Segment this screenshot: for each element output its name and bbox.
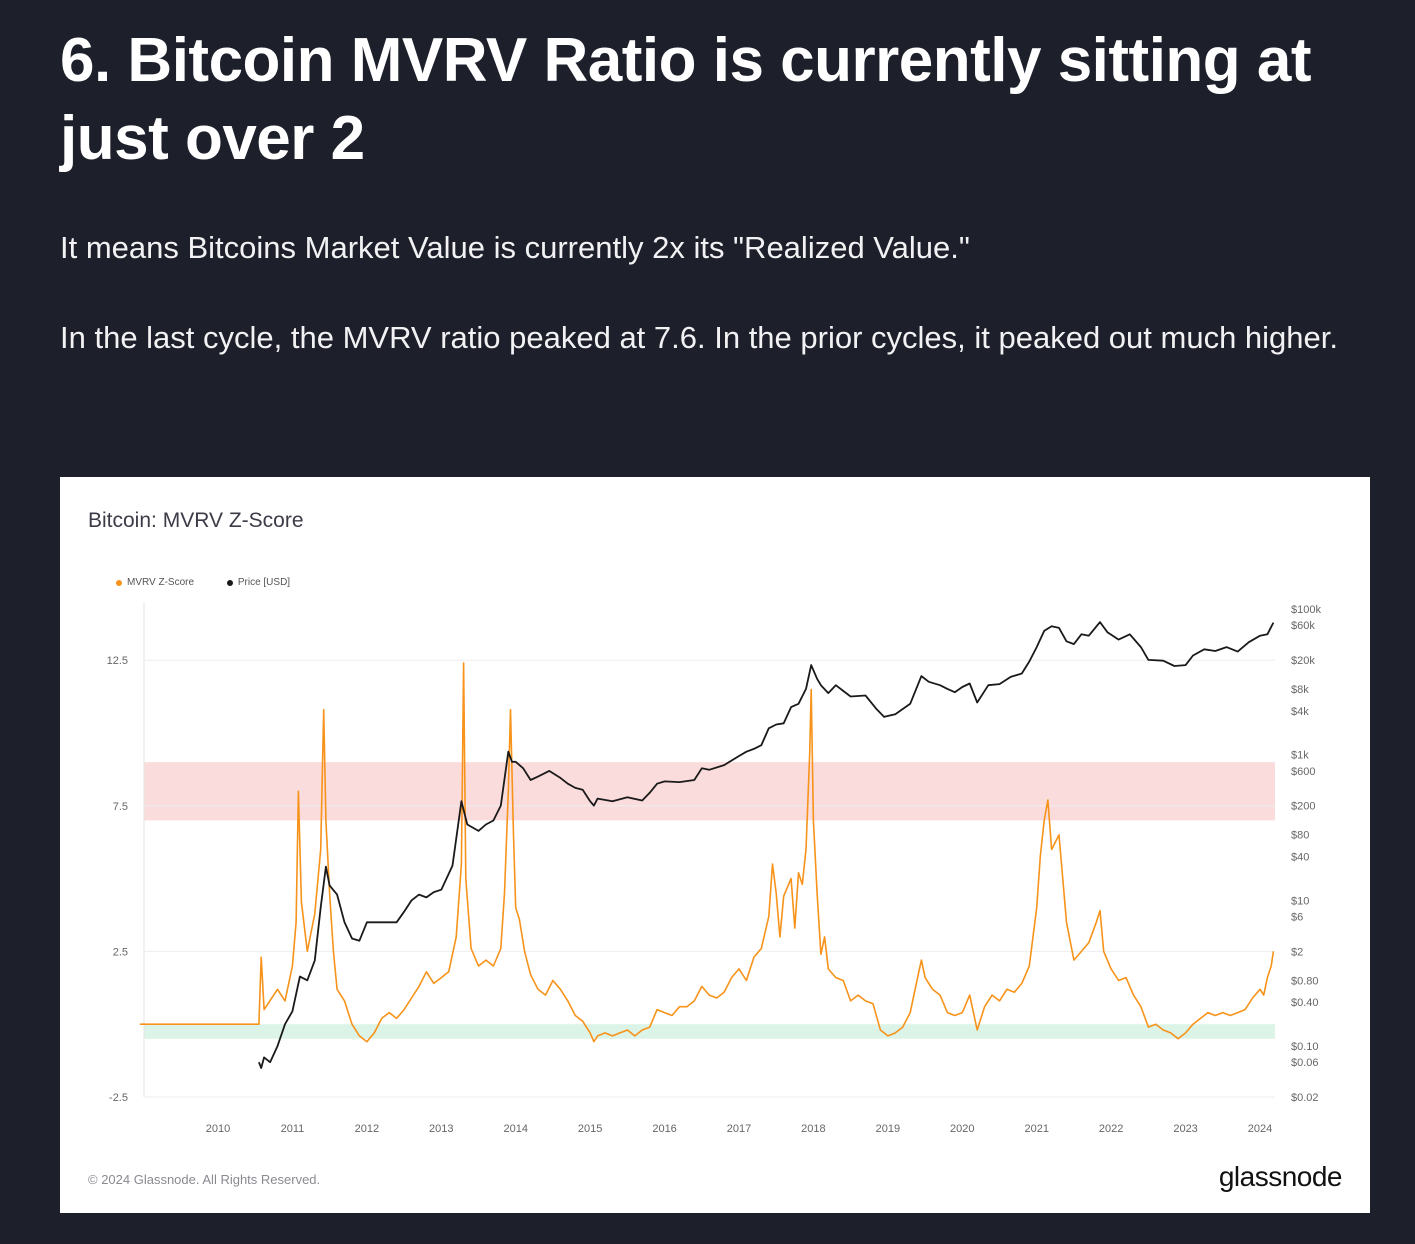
right-tick-label: $80	[1291, 830, 1309, 842]
band-1	[144, 1024, 1275, 1039]
x-tick-label: 2021	[1024, 1123, 1048, 1135]
price-line	[258, 621, 1275, 1069]
chart-bands	[144, 762, 1275, 1039]
legend-label-zscore: MVRV Z-Score	[127, 577, 195, 588]
x-tick-label: 2018	[801, 1123, 825, 1135]
x-tick-label: 2019	[876, 1123, 900, 1135]
right-tick-label: $1k	[1291, 750, 1309, 762]
x-tick-label: 2022	[1099, 1123, 1123, 1135]
x-tick-label: 2014	[503, 1123, 527, 1135]
right-tick-label: $6	[1291, 912, 1303, 924]
article-headline: 6. Bitcoin MVRV Ratio is currently sitti…	[60, 26, 1312, 173]
chart-title: Bitcoin: MVRV Z-Score	[88, 509, 304, 532]
right-tick-label: $20k	[1291, 655, 1315, 667]
mvrv-chart: -2.5 2.5 7.5 12.5 $100k $60k $20k $8k $4k $1k $60…	[107, 602, 1321, 1135]
x-tick-label: 2023	[1173, 1123, 1197, 1135]
right-tick-label: $0.06	[1291, 1057, 1319, 1069]
glassnode-logo[interactable]: glassnode	[1218, 1161, 1343, 1192]
legend-item-price[interactable]: Price [USD]	[226, 577, 291, 588]
right-tick-label: $0.80	[1291, 975, 1319, 987]
x-tick-label: 2024	[1248, 1123, 1272, 1135]
article-paragraph-2: In the last cycle, the MVRV ratio peaked…	[60, 320, 1339, 355]
article-paragraph-1: It means Bitcoins Market Value is curren…	[60, 230, 970, 265]
right-tick-label: $4k	[1291, 706, 1309, 718]
left-tick-label: -2.5	[109, 1092, 128, 1104]
legend-item-zscore[interactable]: MVRV Z-Score	[116, 577, 194, 588]
x-tick-label: 2016	[652, 1123, 676, 1135]
chart-series	[139, 621, 1275, 1069]
chart-legend: MVRV Z-Score Price [USD]	[116, 577, 320, 589]
left-tick-label: 2.5	[113, 946, 128, 958]
right-tick-label: $8k	[1291, 684, 1309, 696]
x-tick-label: 2015	[578, 1123, 602, 1135]
zscore-line	[139, 662, 1275, 1043]
band-0	[144, 762, 1275, 821]
x-tick-label: 2020	[950, 1123, 974, 1135]
x-tick-label: 2012	[355, 1123, 379, 1135]
right-tick-label: $10	[1291, 895, 1309, 907]
chart-card: Bitcoin: MVRV Z-Score MVRV Z-Score Price…	[60, 477, 1370, 1213]
right-tick-label: $0.40	[1291, 997, 1319, 1009]
left-tick-label: 7.5	[113, 801, 128, 813]
right-tick-label: $0.10	[1291, 1041, 1319, 1053]
x-axis: 2010 2011 2012 2013 2014 2015 2016 2017 2018 2019…	[206, 1123, 1272, 1135]
x-tick-label: 2010	[206, 1123, 230, 1135]
legend-dot-zscore	[116, 579, 122, 586]
x-tick-label: 2011	[281, 1123, 305, 1135]
chart-grid	[143, 602, 1275, 1098]
right-tick-label: $100k	[1291, 604, 1321, 616]
x-tick-label: 2017	[727, 1123, 751, 1135]
copyright-text: © 2024 Glassnode. All Rights Reserved.	[88, 1172, 321, 1187]
left-tick-label: 12.5	[107, 655, 128, 667]
right-tick-label: $60k	[1291, 620, 1315, 632]
left-axis: -2.5 2.5 7.5 12.5	[107, 655, 128, 1104]
x-tick-label: 2013	[429, 1123, 453, 1135]
right-tick-label: $40	[1291, 852, 1309, 864]
legend-label-price: Price [USD]	[237, 577, 291, 588]
right-tick-label: $600	[1291, 766, 1315, 778]
right-tick-label: $200	[1291, 801, 1315, 813]
right-tick-label: $2	[1291, 946, 1303, 958]
right-tick-label: $0.02	[1291, 1092, 1319, 1104]
legend-dot-price	[226, 579, 233, 586]
right-axis: $100k $60k $20k $8k $4k $1k $600 $200 $80 $40 $10 $…	[1291, 604, 1321, 1104]
